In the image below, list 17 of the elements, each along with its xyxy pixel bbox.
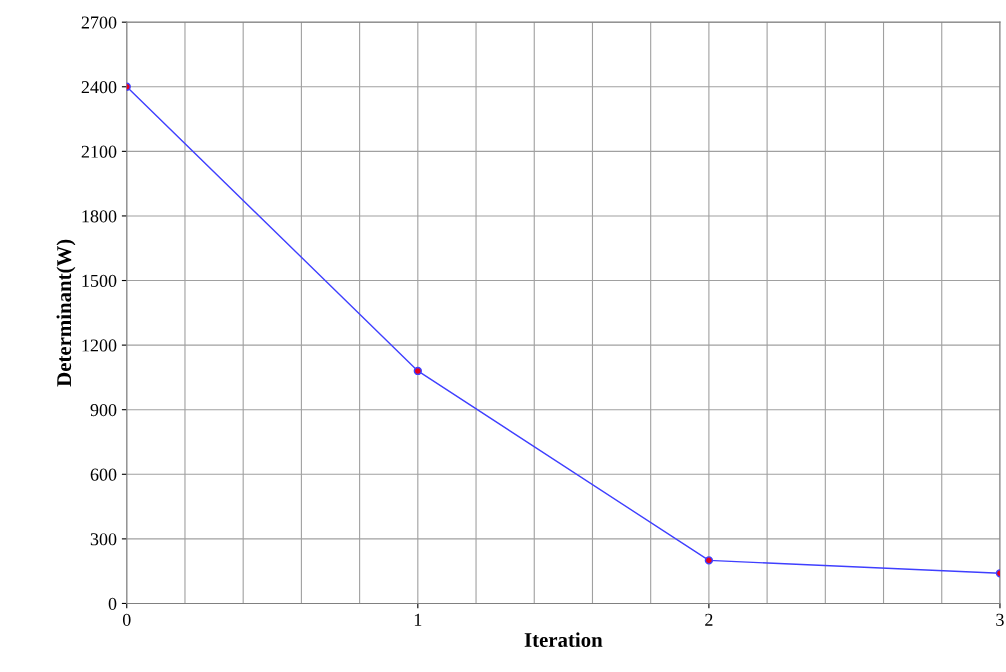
y-tick-label: 1500 [82,274,117,287]
y-tick-label: 0 [108,597,117,610]
y-tick-label: 600 [90,468,117,481]
y-tick-label: 300 [90,533,117,546]
point [413,366,422,376]
x-tick-label: 0 [122,613,131,626]
x-tick-label: 1 [414,613,422,626]
x-tick-label: 3 [996,613,1004,626]
y-tick-label: 2100 [81,145,117,158]
y-tick-label: 900 [90,403,117,417]
y-tick-label: 1200 [82,339,117,352]
y-tick-label: 2700 [81,16,117,29]
x-tick-label: 2 [705,613,713,626]
x-axis-title: Iteration [524,632,603,647]
y-tick-label: 2400 [81,81,117,94]
y-axis-title: Determinant(W) [56,239,76,387]
y-tick-label: 1800 [82,210,117,223]
